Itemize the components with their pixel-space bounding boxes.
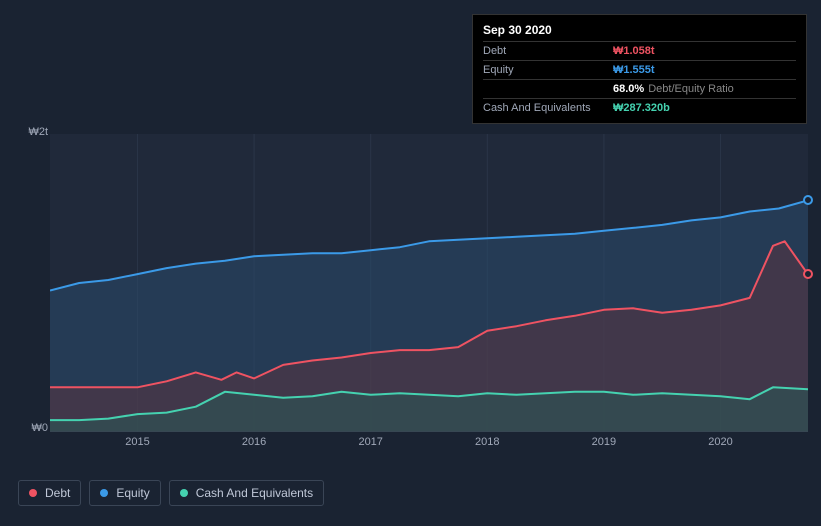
- legend: Debt Equity Cash And Equivalents: [18, 480, 324, 506]
- tooltip-row: Equity₩1.555t: [483, 60, 796, 79]
- tooltip-row-label: Equity: [483, 64, 613, 76]
- x-tick: 2016: [242, 436, 266, 448]
- tooltip-row-value: ₩1.058t: [613, 45, 655, 57]
- x-tick: 2017: [358, 436, 382, 448]
- tooltip-row-label: Cash And Equivalents: [483, 102, 613, 114]
- legend-label: Equity: [116, 486, 149, 500]
- tooltip-row-value: 68.0%: [613, 83, 644, 95]
- tooltip-row-label: [483, 83, 613, 95]
- point-tooltip: Sep 30 2020 Debt₩1.058tEquity₩1.555t68.0…: [472, 14, 807, 124]
- tooltip-row: 68.0% Debt/Equity Ratio: [483, 79, 796, 98]
- x-axis: 2015 2016 2017 2018 2019 2020: [50, 436, 808, 456]
- plot-area: [50, 134, 808, 432]
- x-tick: 2020: [708, 436, 732, 448]
- y-tick-max: ₩2t: [18, 126, 48, 138]
- x-tick: 2019: [592, 436, 616, 448]
- tooltip-row-label: Debt: [483, 45, 613, 57]
- y-tick-min: ₩0: [18, 422, 48, 434]
- legend-label: Debt: [45, 486, 70, 500]
- legend-item[interactable]: Cash And Equivalents: [169, 480, 324, 506]
- tooltip-rows: Debt₩1.058tEquity₩1.555t68.0%Debt/Equity…: [483, 41, 796, 117]
- chart-svg: [50, 134, 808, 432]
- legend-item[interactable]: Debt: [18, 480, 81, 506]
- debt-equity-chart: ₩2t ₩0 201520162017201820192020: [18, 120, 808, 440]
- legend-dot-icon: [100, 489, 108, 497]
- x-tick: 2018: [475, 436, 499, 448]
- tooltip-row-suffix: Debt/Equity Ratio: [648, 83, 734, 95]
- legend-item[interactable]: Equity: [89, 480, 160, 506]
- tooltip-row-value: ₩1.555t: [613, 64, 655, 76]
- tooltip-row: Debt₩1.058t: [483, 41, 796, 60]
- series-end-marker: [803, 269, 813, 279]
- series-end-marker: [803, 195, 813, 205]
- legend-dot-icon: [29, 489, 37, 497]
- tooltip-date: Sep 30 2020: [483, 21, 796, 41]
- tooltip-row: Cash And Equivalents₩287.320b: [483, 98, 796, 117]
- legend-dot-icon: [180, 489, 188, 497]
- legend-label: Cash And Equivalents: [196, 486, 313, 500]
- x-tick: 2015: [125, 436, 149, 448]
- tooltip-row-value: ₩287.320b: [613, 102, 670, 114]
